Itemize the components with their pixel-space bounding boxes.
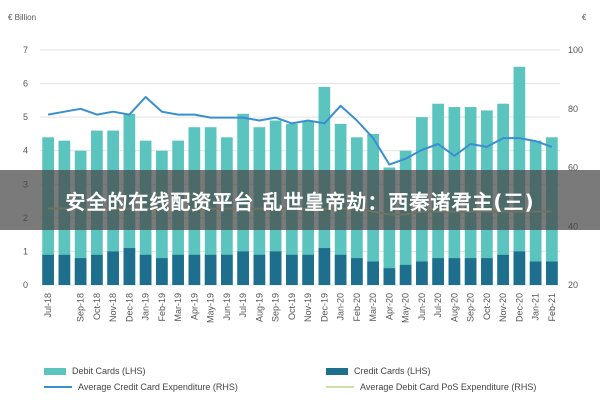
x-axis-tick-label: May-19 xyxy=(206,293,216,323)
legend-swatch-avg-credit xyxy=(44,386,72,388)
right-axis-tick-label: 80 xyxy=(568,104,578,114)
x-axis-tick-label: Aug-19 xyxy=(254,293,264,322)
left-axis-unit: € Billion xyxy=(8,13,36,22)
x-axis-tick-label: Dec-20 xyxy=(514,293,524,322)
x-axis-tick-label: Jan-20 xyxy=(336,293,346,321)
x-axis-tick-label: Mar-20 xyxy=(368,293,378,322)
legend-item-avg-debit-pos: Average Debit Card PoS Expenditure (RHS) xyxy=(326,382,536,392)
x-axis-tick-label: Sep-20 xyxy=(466,293,476,322)
left-axis-tick-label: 6 xyxy=(23,79,28,89)
legend-label-debit-cards: Debit Cards (LHS) xyxy=(72,366,146,376)
credit-bar xyxy=(351,258,363,285)
left-axis-tick-label: 1 xyxy=(23,246,28,256)
x-axis-tick-label: Apr-20 xyxy=(384,293,394,320)
x-axis-tick-label: Feb-19 xyxy=(157,293,167,322)
x-axis-tick-label: Oct-18 xyxy=(92,293,102,320)
credit-bar xyxy=(513,251,526,285)
credit-bar xyxy=(269,251,282,285)
legend-label-credit-cards: Credit Cards (LHS) xyxy=(354,366,431,376)
credit-bar xyxy=(416,261,428,285)
legend-swatch-debit xyxy=(44,367,66,375)
credit-bar xyxy=(156,258,168,285)
right-axis-tick-label: 20 xyxy=(568,280,578,290)
credit-bar xyxy=(237,251,249,285)
credit-bar xyxy=(188,254,201,285)
x-axis-tick-label: Jul-18 xyxy=(43,293,53,318)
credit-bar xyxy=(286,254,298,285)
x-axis-tick-label: Mar-19 xyxy=(173,293,183,322)
x-axis-tick-label: Feb-20 xyxy=(352,293,362,322)
legend-swatch-avg-debit-pos xyxy=(326,386,354,388)
left-axis-tick-label: 0 xyxy=(23,280,28,290)
credit-bar xyxy=(107,251,119,285)
credit-bar xyxy=(58,254,71,285)
credit-bar xyxy=(464,258,477,285)
x-axis-labels: Jul-18 Sep-18 Oct-18 Nov-18 Dec-18 Jan-19 Feb-… xyxy=(43,293,557,323)
credit-bar xyxy=(302,254,314,285)
legend-label-avg-credit: Average Credit Card Expenditure (RHS) xyxy=(78,382,238,392)
right-axis-tick-label: 100 xyxy=(568,45,583,55)
x-axis-tick-label: Jan-19 xyxy=(141,293,151,321)
credit-bar xyxy=(253,254,266,285)
legend: Debit Cards (LHS) Credit Cards (LHS) Ave… xyxy=(0,360,600,400)
x-axis-tick-label: Oct-19 xyxy=(287,293,297,320)
credit-bar xyxy=(432,258,444,285)
x-axis-tick-label: Jan-21 xyxy=(531,293,541,321)
x-axis-tick-label: Apr-19 xyxy=(189,293,199,320)
overlay-text: 安全的在线配资平台 乱世皇帝劫：西秦诸君主(三) xyxy=(65,189,535,214)
right-axis-tick-label: 60 xyxy=(568,163,578,173)
credit-bar xyxy=(497,254,509,285)
avg-credit-line xyxy=(47,96,553,166)
credit-bar xyxy=(74,258,87,285)
credit-bar xyxy=(334,254,347,285)
credit-bar xyxy=(172,254,184,285)
credit-bar xyxy=(481,258,493,285)
x-axis-tick-label: Sep-18 xyxy=(76,293,86,322)
x-axis-tick-label: Sep-19 xyxy=(271,293,281,322)
legend-item-avg-credit: Average Credit Card Expenditure (RHS) xyxy=(44,382,238,392)
x-axis-tick-label: Oct-20 xyxy=(482,293,492,320)
x-axis-tick-label: Nov-18 xyxy=(108,293,118,322)
credit-bar xyxy=(448,258,461,285)
x-axis-tick-label: Jul-19 xyxy=(238,293,248,318)
credit-bar xyxy=(123,248,136,285)
x-axis-tick-label: May-20 xyxy=(401,293,411,323)
x-axis-tick-label: Dec-18 xyxy=(124,293,134,322)
overlay-banner: 安全的在线配资平台 乱世皇帝劫：西秦诸君主(三) xyxy=(0,170,600,230)
credit-bar xyxy=(383,268,396,285)
x-axis-tick-label: Jun-20 xyxy=(417,293,427,321)
left-axis-tick-label: 4 xyxy=(23,146,28,156)
x-axis-tick-label: Jul-20 xyxy=(433,293,443,318)
x-axis-tick-label: Aug-20 xyxy=(449,293,459,322)
legend-item-debit-cards: Debit Cards (LHS) xyxy=(44,366,146,376)
credit-bar xyxy=(204,254,217,285)
legend-swatch-credit xyxy=(326,367,348,375)
x-axis-tick-label: Jun-19 xyxy=(222,293,232,321)
legend-item-credit-cards: Credit Cards (LHS) xyxy=(326,366,431,376)
x-axis-tick-label: Nov-20 xyxy=(498,293,508,322)
legend-label-avg-debit-pos: Average Debit Card PoS Expenditure (RHS) xyxy=(360,382,537,392)
x-axis-tick-label: Feb-21 xyxy=(547,293,557,322)
left-axis-tick-label: 5 xyxy=(23,112,28,122)
credit-bar xyxy=(367,261,379,285)
left-axis-tick-label: 7 xyxy=(23,45,28,55)
credit-bar xyxy=(139,254,152,285)
credit-bar xyxy=(318,248,331,285)
x-axis-tick-label: Nov-19 xyxy=(303,293,313,322)
credit-bar xyxy=(399,264,412,285)
right-axis-unit: € xyxy=(582,13,587,22)
credit-bar xyxy=(42,254,54,285)
credit-bar xyxy=(529,261,542,285)
credit-bar xyxy=(91,254,103,285)
x-axis-tick-label: Dec-19 xyxy=(319,293,329,322)
credit-bar xyxy=(221,254,233,285)
credit-bar xyxy=(546,261,558,285)
